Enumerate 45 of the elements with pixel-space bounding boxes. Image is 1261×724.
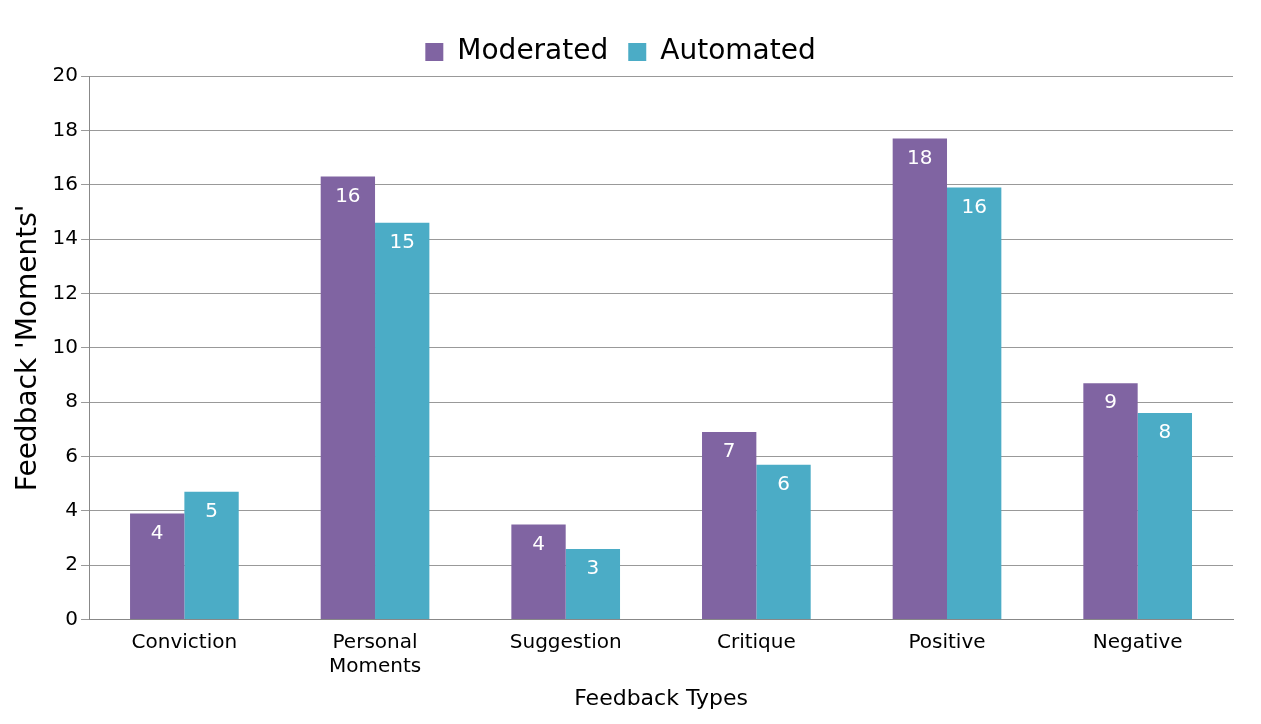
bar: [565, 548, 621, 620]
y-tick-label: 14: [52, 225, 79, 250]
bar: [511, 524, 566, 620]
y-tick-label: 12: [52, 279, 79, 304]
y-tick-label: 2: [65, 551, 79, 576]
y-tick-label: 20: [52, 62, 79, 87]
bar: [756, 464, 811, 620]
bar: [1137, 413, 1193, 620]
x-tick-label: Personal Moments: [328, 628, 422, 677]
data-label: 16: [961, 193, 987, 218]
y-tick-label: 0: [65, 605, 79, 630]
x-tick-label: Critique: [716, 628, 796, 653]
y-tick-label: 8: [65, 388, 79, 413]
x-tick-label: Suggestion: [509, 628, 622, 653]
data-label: 3: [586, 555, 600, 580]
x-tick-label: Negative: [1092, 628, 1183, 653]
bar: [184, 491, 239, 620]
y-tick-label: 18: [52, 116, 79, 141]
data-label: 18: [907, 144, 933, 169]
data-label: 5: [205, 498, 218, 523]
y-tick-label: 10: [52, 334, 79, 358]
data-label: 6: [777, 470, 790, 495]
x-tick-label: Conviction: [131, 628, 238, 653]
x-tick-label: Positive: [908, 628, 986, 653]
bar: [130, 513, 185, 620]
y-tick-label: 16: [52, 170, 79, 195]
data-label: 4: [532, 530, 545, 555]
x-axis-title: Feedback Types: [574, 684, 748, 710]
bar: [892, 138, 948, 620]
data-label: 9: [1104, 389, 1117, 414]
y-tick-label: 4: [65, 497, 79, 522]
bar: [702, 432, 757, 620]
bar: [1083, 383, 1138, 620]
y-axis-title: Feedback 'Moments': [10, 204, 44, 492]
data-label: 8: [1158, 419, 1172, 444]
y-tick-label: 6: [65, 442, 79, 467]
bar: [320, 176, 376, 620]
bar: [947, 187, 1002, 620]
legend-label: Moderated: [457, 33, 609, 67]
data-label: 15: [389, 228, 415, 253]
data-label: 7: [722, 438, 736, 463]
legend-label: Automated: [660, 33, 816, 67]
data-label: 4: [150, 519, 164, 544]
data-label: 16: [335, 182, 361, 207]
bar: [375, 222, 430, 620]
